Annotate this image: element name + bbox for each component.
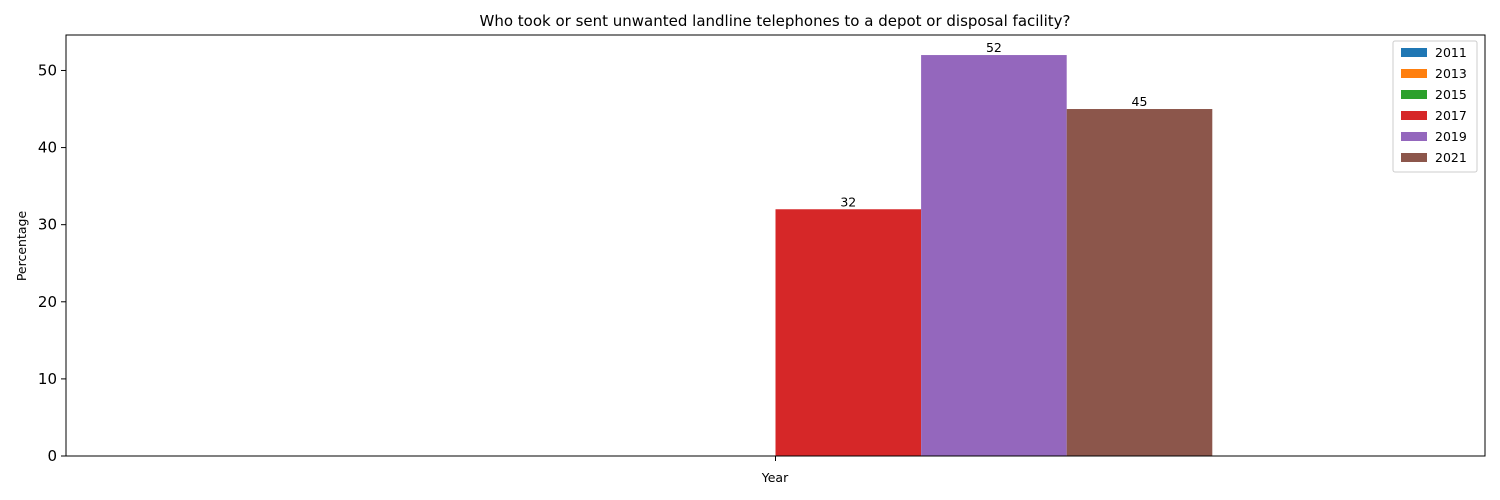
- legend-swatch-2013: [1401, 69, 1427, 78]
- chart-title: Who took or sent unwanted landline telep…: [479, 12, 1070, 30]
- legend-swatch-2011: [1401, 48, 1427, 57]
- bar-2017: [775, 209, 922, 456]
- legend: 2011 2013 2015 2017 2019 2021: [1392, 40, 1478, 173]
- y-tick-label: 30: [38, 216, 57, 234]
- legend-swatch-2019: [1401, 132, 1427, 141]
- data-label-2019: 52: [986, 40, 1002, 55]
- y-tick-label: 50: [38, 61, 57, 79]
- y-tick-label: 0: [47, 447, 57, 465]
- x-axis-label: Year: [761, 470, 789, 485]
- legend-label-2015: 2015: [1435, 87, 1467, 102]
- legend-label-2011: 2011: [1435, 45, 1467, 60]
- y-tick-label: 20: [38, 293, 57, 311]
- data-label-2021: 45: [1132, 94, 1148, 109]
- y-tick-label: 40: [38, 139, 57, 157]
- legend-swatch-2021: [1401, 153, 1427, 162]
- legend-label-2017: 2017: [1435, 108, 1467, 123]
- y-tick-label: 10: [38, 370, 57, 388]
- legend-swatch-2015: [1401, 90, 1427, 99]
- y-axis-label: Percentage: [14, 211, 29, 282]
- bar-2021: [1066, 109, 1213, 457]
- legend-swatch-2017: [1401, 111, 1427, 120]
- data-label-2017: 32: [840, 194, 856, 209]
- plot-frame: [65, 34, 1486, 457]
- legend-label-2013: 2013: [1435, 66, 1467, 81]
- legend-label-2019: 2019: [1435, 129, 1467, 144]
- legend-label-2021: 2021: [1435, 150, 1467, 165]
- bar-2019: [921, 55, 1067, 457]
